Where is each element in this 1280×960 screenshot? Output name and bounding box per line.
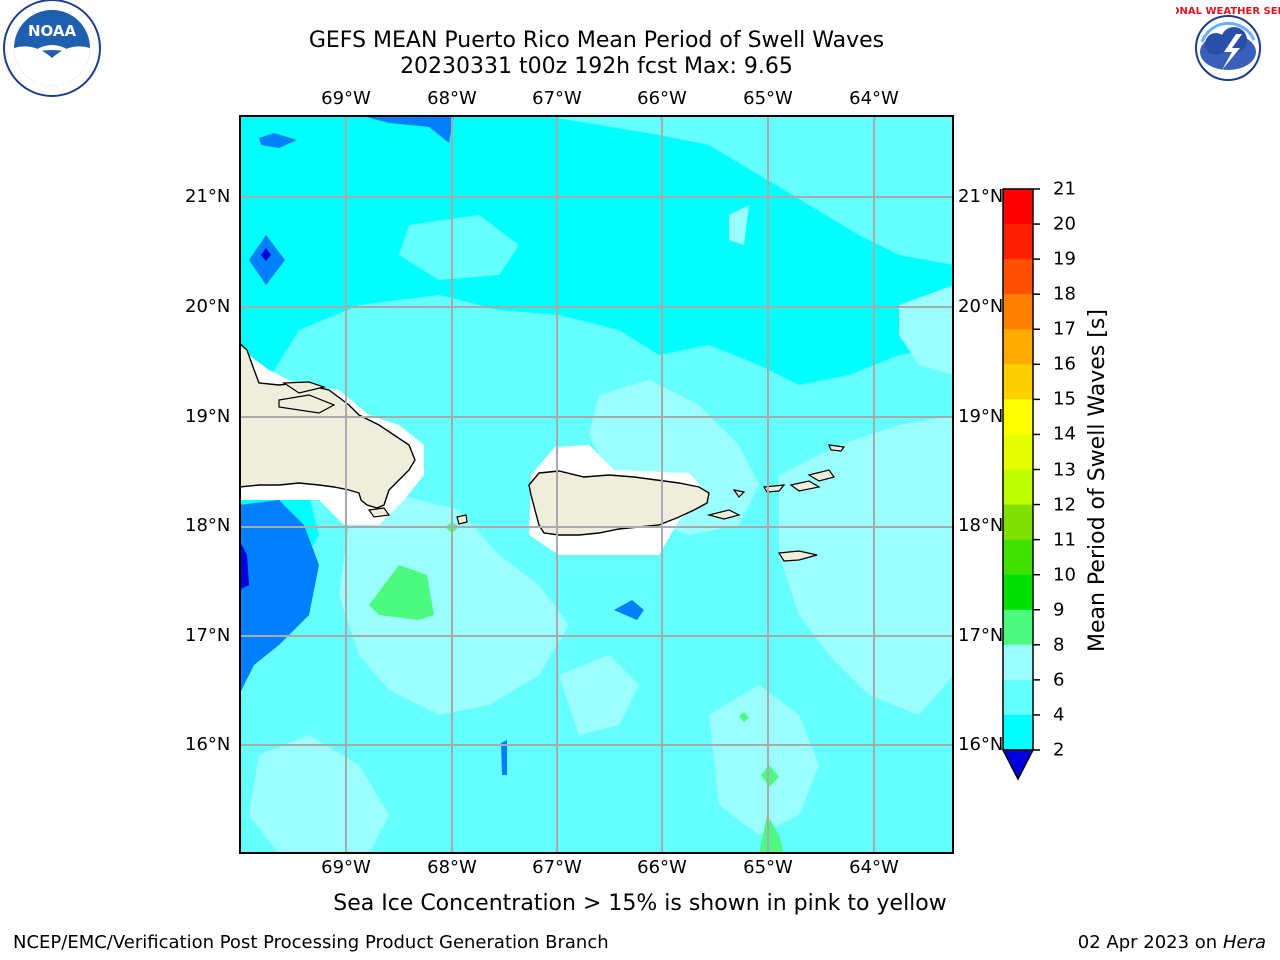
colorbar-tick-label: 6: [1053, 669, 1065, 691]
colorbar-tick-label: 2: [1053, 739, 1065, 761]
lon-label-top-67w: 67°W: [532, 88, 582, 109]
colorbar-tick-label: 17: [1053, 318, 1076, 340]
colorbar-cell: [1003, 189, 1033, 225]
noaa-logo: NOAA: [0, 0, 106, 100]
colorbar-cell: [1003, 294, 1033, 330]
lon-label-bottom-64w: 64°W: [849, 857, 899, 878]
land-st-john: [789, 480, 821, 492]
noaa-logo-text: NOAA: [28, 22, 77, 40]
lat-label-right-19n: 19°N: [958, 406, 1004, 427]
land-culebra: [732, 489, 746, 498]
colorbar-cell: [1003, 609, 1033, 646]
lat-label-right-18n: 18°N: [958, 515, 1004, 536]
lon-label-bottom-68w: 68°W: [427, 857, 477, 878]
colorbar-cell: [1003, 224, 1033, 260]
lat-label-right-20n: 20°N: [958, 296, 1004, 317]
land-north-coast: [278, 394, 336, 414]
colorbar-cell: [1003, 259, 1033, 295]
lon-label-top-64w: 64°W: [849, 88, 899, 109]
colorbar-tick-label: 11: [1053, 529, 1076, 551]
lat-label-left-21n: 21°N: [185, 186, 231, 207]
colorbar-tick-label: 18: [1053, 283, 1076, 305]
colorbar: [1001, 188, 1040, 781]
land-puerto-rico: [528, 470, 710, 536]
lat-label-left-18n: 18°N: [185, 515, 231, 536]
lat-label-right-16n: 16°N: [958, 734, 1004, 755]
colorbar-tick-label: 10: [1053, 564, 1076, 586]
lat-label-left-16n: 16°N: [185, 734, 231, 755]
colorbar-tick-label: 14: [1053, 423, 1076, 445]
land-tortola: [807, 469, 835, 482]
lat-label-right-21n: 21°N: [958, 186, 1004, 207]
colorbar-cell: [1003, 714, 1033, 751]
lon-label-bottom-65w: 65°W: [743, 857, 793, 878]
colorbar-label: Mean Period of Swell Waves [s]: [1085, 309, 1110, 652]
lon-label-top-68w: 68°W: [427, 88, 477, 109]
map-panel: [239, 115, 954, 854]
colorbar-tick-label: 9: [1053, 599, 1065, 621]
land-vieques: [706, 509, 741, 520]
nws-logo-text: NATIONAL WEATHER SERVICE: [1176, 6, 1280, 17]
colorbar-cell: [1003, 329, 1033, 365]
colorbar-tick-label: 15: [1053, 388, 1076, 410]
colorbar-extend-arrow: [1001, 749, 1035, 781]
colorbar-tick-label: 4: [1053, 704, 1065, 726]
land-mona: [456, 514, 468, 525]
colorbar-cell: [1003, 504, 1033, 541]
colorbar-cell: [1003, 399, 1033, 435]
footer-date: 02 Apr 2023 on Hera: [1078, 932, 1266, 953]
lat-label-left-17n: 17°N: [185, 625, 231, 646]
land-anegada: [828, 444, 846, 452]
lat-label-left-19n: 19°N: [185, 406, 231, 427]
colorbar-tick-label: 20: [1053, 213, 1076, 235]
map-frame: [239, 115, 954, 854]
chart-subtitle: 20230331 t00z 192h fcst Max: 9.65: [400, 54, 793, 79]
swell-band-lt2: [239, 248, 271, 590]
swell-band-2-4: [239, 115, 644, 775]
footer-host: Hera: [1222, 932, 1266, 953]
colorbar-tick-label: 21: [1053, 178, 1076, 200]
land-st-croix: [777, 550, 818, 562]
nws-logo: NATIONAL WEATHER SERVICE: [1145, 0, 1280, 100]
lon-label-top-66w: 66°W: [637, 88, 687, 109]
colorbar-cell: [1003, 679, 1033, 716]
lon-label-bottom-66w: 66°W: [637, 857, 687, 878]
chart-title: GEFS MEAN Puerto Rico Mean Period of Swe…: [308, 28, 885, 53]
colorbar-cell: [1003, 364, 1033, 400]
sea-ice-caption: Sea Ice Concentration > 15% is shown in …: [333, 891, 947, 916]
land-saona: [367, 507, 391, 518]
footer-branch: NCEP/EMC/Verification Post Processing Pr…: [13, 932, 609, 953]
lat-label-left-20n: 20°N: [185, 296, 231, 317]
lon-label-top-69w: 69°W: [321, 88, 371, 109]
lon-label-top-65w: 65°W: [743, 88, 793, 109]
lon-label-bottom-67w: 67°W: [532, 857, 582, 878]
land-tortuga: [282, 381, 327, 394]
colorbar-tick-label: 12: [1053, 494, 1076, 516]
footer-date-text: 02 Apr 2023 on: [1077, 932, 1223, 953]
colorbar-cell: [1003, 539, 1033, 576]
colorbar-cell: [1003, 469, 1033, 506]
colorbar-tick-label: 8: [1053, 634, 1065, 656]
colorbar-tick-label: 13: [1053, 459, 1076, 480]
colorbar-cell: [1003, 644, 1033, 681]
colorbar-tick-label: 19: [1053, 248, 1076, 270]
colorbar-cell: [1003, 434, 1033, 470]
swell-band-9-10: [249, 205, 954, 854]
colorbar-tick-label: 16: [1053, 353, 1076, 375]
lon-label-bottom-69w: 69°W: [321, 857, 371, 878]
colorbar-cell: [1003, 574, 1033, 611]
lat-label-right-17n: 17°N: [958, 625, 1004, 646]
graticule: [239, 115, 954, 854]
